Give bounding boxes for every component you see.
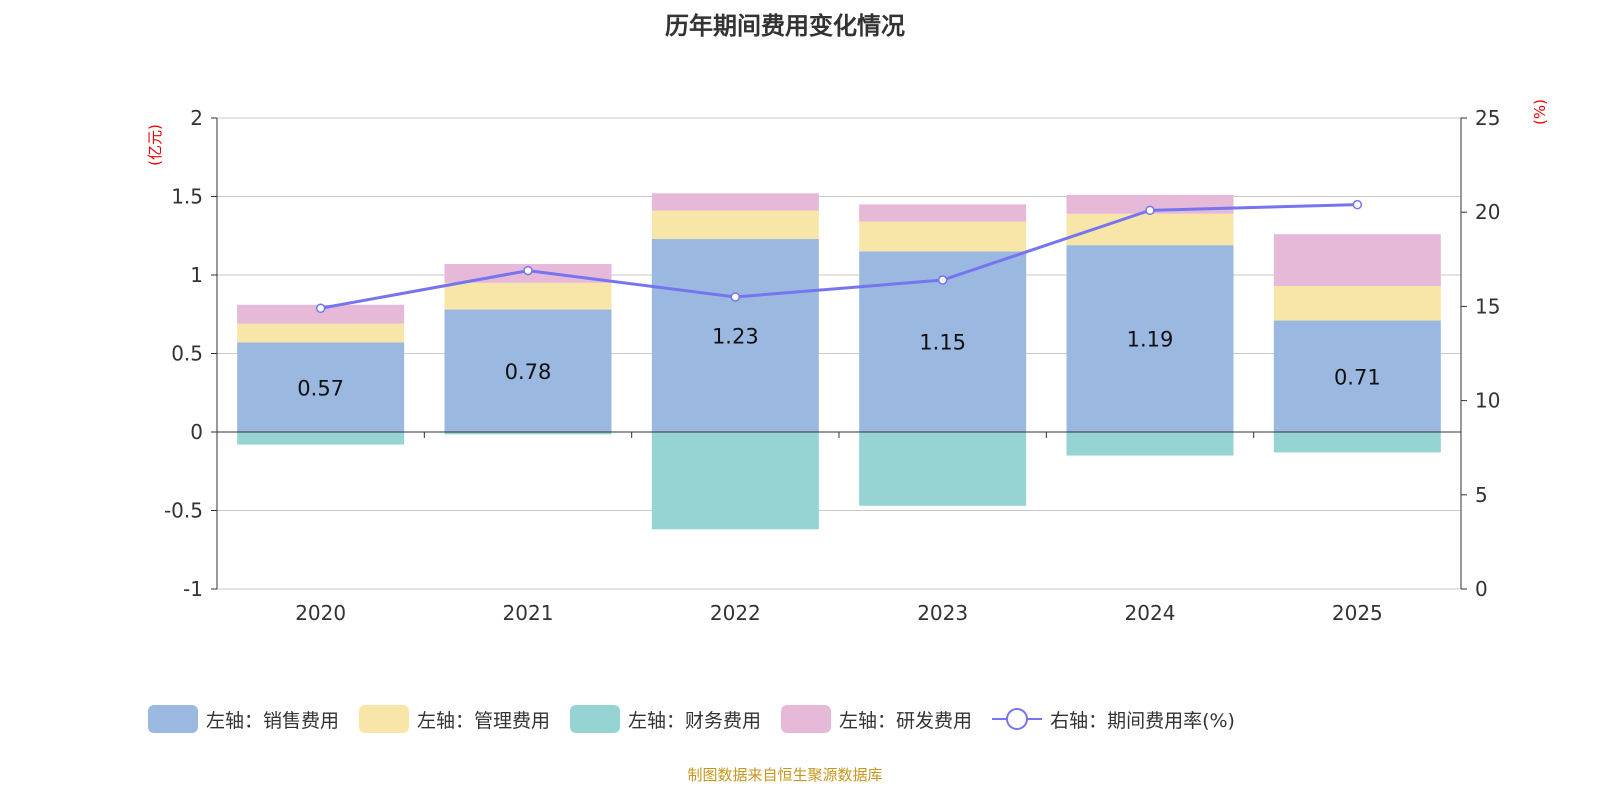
bar-2025 bbox=[1273, 285, 1441, 321]
bar-2022 bbox=[651, 210, 819, 239]
rate-line bbox=[320, 203, 1358, 310]
bar-2023 bbox=[859, 221, 1027, 252]
left-axis-unit: (亿元) bbox=[146, 124, 164, 166]
x-tick-label: 2021 bbox=[503, 601, 554, 625]
bar-2021 bbox=[444, 282, 612, 310]
bar-2020 bbox=[237, 342, 405, 432]
bar-value-label: 0.57 bbox=[297, 376, 344, 400]
chart-canvas: -1-0.500.511.520510152025(亿元)(%)0.572020… bbox=[146, 99, 1549, 625]
left-tick-label: -1 bbox=[183, 577, 203, 601]
chart-title: 历年期间费用变化情况 bbox=[665, 12, 905, 40]
bar-value-label: 1.15 bbox=[919, 331, 966, 355]
legend-item[interactable]: 左轴：研发费用 bbox=[781, 705, 972, 733]
legend-label: 左轴：研发费用 bbox=[839, 709, 973, 732]
legend-swatch bbox=[359, 705, 410, 733]
bar-2024 bbox=[1066, 432, 1234, 456]
left-tick-label: 1 bbox=[190, 263, 203, 287]
bar-2023 bbox=[859, 204, 1027, 222]
line-marker-icon bbox=[992, 708, 1043, 730]
bar-2022 bbox=[651, 238, 819, 432]
legend-item[interactable]: 左轴：管理费用 bbox=[359, 705, 550, 733]
source-note: 制图数据来自恒生聚源数据库 bbox=[687, 766, 883, 784]
right-tick-label: 20 bbox=[1475, 200, 1500, 224]
bar-2021 bbox=[444, 432, 612, 435]
right-tick-label: 10 bbox=[1475, 389, 1500, 413]
bar-value-label: 0.78 bbox=[505, 360, 552, 384]
right-tick-label: 15 bbox=[1475, 294, 1500, 318]
bar-value-label: 1.23 bbox=[712, 324, 759, 348]
legend-item[interactable]: 左轴：销售费用 bbox=[148, 705, 339, 733]
bar-2025 bbox=[1273, 320, 1441, 432]
right-axis-unit: (%) bbox=[1531, 99, 1549, 125]
right-tick-label: 25 bbox=[1475, 106, 1500, 130]
x-tick-label: 2022 bbox=[710, 601, 761, 625]
left-tick-label: 0 bbox=[190, 420, 203, 444]
bar-2020 bbox=[237, 323, 405, 343]
bar-2025 bbox=[1273, 234, 1441, 286]
bar-2023 bbox=[859, 432, 1027, 506]
bar-2024 bbox=[1066, 245, 1234, 432]
bar-2020 bbox=[237, 432, 405, 445]
legend-item[interactable]: 右轴：期间费用率(%) bbox=[992, 705, 1235, 733]
right-tick-label: 5 bbox=[1475, 483, 1488, 507]
bar-2022 bbox=[651, 432, 819, 530]
bar-value-label: 0.71 bbox=[1334, 365, 1381, 389]
rate-point bbox=[1352, 199, 1363, 210]
rate-point bbox=[1145, 205, 1155, 216]
x-tick-label: 2025 bbox=[1332, 601, 1383, 625]
legend-label: 左轴：销售费用 bbox=[206, 709, 340, 732]
legend-label: 左轴：财务费用 bbox=[628, 709, 762, 732]
bar-2025 bbox=[1273, 432, 1441, 453]
bar-2020 bbox=[237, 304, 405, 324]
right-tick-label: 0 bbox=[1475, 577, 1488, 601]
legend-label: 左轴：管理费用 bbox=[417, 709, 551, 732]
legend-swatch bbox=[570, 705, 621, 733]
legend-swatch bbox=[781, 705, 832, 733]
left-tick-label: -0.5 bbox=[164, 499, 203, 523]
left-tick-label: 2 bbox=[190, 106, 203, 130]
legend-swatch bbox=[148, 705, 198, 733]
rate-point bbox=[523, 265, 533, 276]
rate-point bbox=[315, 303, 326, 314]
x-tick-label: 2024 bbox=[1125, 601, 1176, 625]
legend-label: 右轴：期间费用率(%) bbox=[1050, 709, 1235, 732]
x-tick-label: 2020 bbox=[295, 601, 346, 625]
bar-2022 bbox=[651, 193, 819, 211]
rate-point bbox=[937, 275, 948, 285]
bar-2021 bbox=[444, 309, 612, 432]
legend: 左轴：销售费用 左轴：管理费用 左轴：财务费用 左轴：研发费用 右轴：期间费用率(%) bbox=[148, 705, 1255, 733]
x-tick-label: 2023 bbox=[917, 601, 968, 625]
rate-point bbox=[730, 292, 741, 302]
legend-item[interactable]: 左轴：财务费用 bbox=[570, 705, 761, 733]
left-tick-label: 1.5 bbox=[171, 185, 203, 209]
bar-value-label: 1.19 bbox=[1127, 328, 1174, 352]
left-tick-label: 0.5 bbox=[171, 342, 203, 366]
